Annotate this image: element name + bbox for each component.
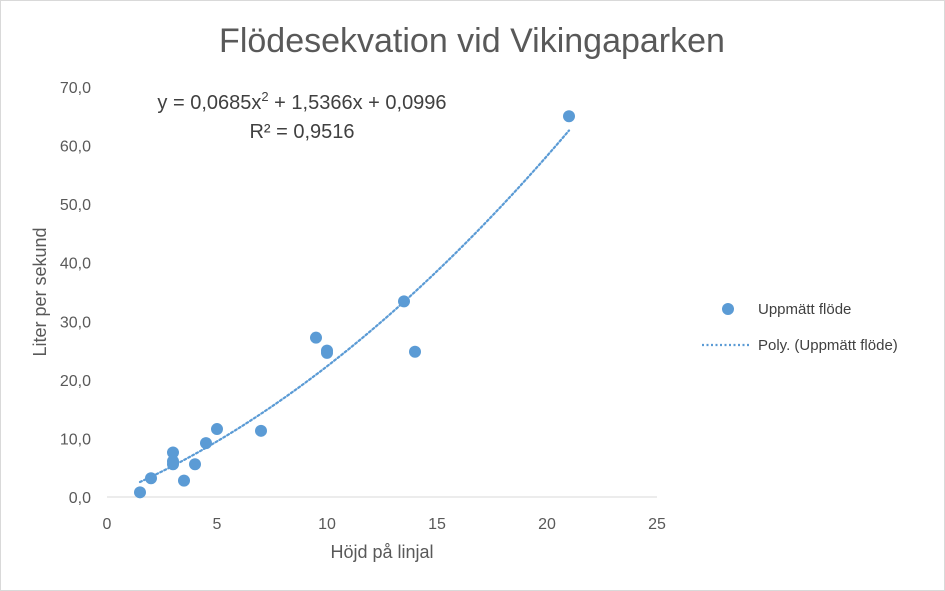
data-point: [211, 423, 223, 436]
chart-title: Flödesekvation vid Vikingaparken: [219, 22, 725, 60]
x-tick-label: 5: [213, 516, 222, 533]
legend-label-trendline: Poly. (Uppmätt flöde): [758, 337, 898, 354]
y-tick-label: 40,0: [60, 256, 91, 273]
y-tick-label: 30,0: [60, 314, 91, 331]
data-point: [200, 437, 212, 450]
legend: Uppmätt flöde Poly. (Uppmätt flöde): [702, 301, 898, 354]
data-point: [321, 346, 333, 359]
data-point: [167, 458, 179, 471]
data-point: [398, 295, 410, 308]
data-point: [563, 110, 575, 123]
trendline-group: [138, 129, 571, 484]
data-point: [310, 331, 322, 344]
x-tick-label: 10: [318, 516, 336, 533]
x-tick-label: 25: [648, 516, 666, 533]
x-tick-label: 20: [538, 516, 556, 533]
legend-marker-scatter: [722, 303, 734, 315]
x-tick-label: 15: [428, 516, 446, 533]
data-point: [255, 424, 267, 437]
equation-suffix: + 1,5366x + 0,0996: [269, 92, 447, 114]
y-tick-label: 10,0: [60, 431, 91, 448]
data-point: [167, 446, 179, 459]
data-point: [134, 486, 146, 499]
data-point: [178, 474, 190, 487]
r-squared-label: R² = 0,9516: [249, 121, 354, 143]
y-tick-label: 70,0: [60, 80, 91, 97]
y-axis-title: Liter per sekund: [30, 227, 50, 356]
data-point: [145, 472, 157, 485]
equation-exponent: 2: [261, 89, 268, 104]
y-tick-label: 0,0: [69, 490, 91, 507]
data-point: [189, 458, 201, 471]
trendline-path: [138, 129, 571, 484]
equation-prefix: y = 0,0685x: [157, 92, 261, 114]
y-tick-label: 60,0: [60, 139, 91, 156]
axes: 0 5 10 15 20 25 0,0 10,0 20,0 30,0 40,0 50,0 60,0 70,…: [60, 80, 666, 533]
legend-label-scatter: Uppmätt flöde: [758, 301, 851, 318]
data-points: [134, 110, 575, 499]
y-tick-label: 20,0: [60, 373, 91, 390]
x-axis-title: Höjd på linjal: [330, 542, 433, 562]
trendline-equation: y = 0,0685x2 + 1,5366x + 0,0996: [157, 89, 446, 114]
data-point: [409, 345, 421, 358]
y-tick-label: 50,0: [60, 197, 91, 214]
x-tick-label: 0: [103, 516, 112, 533]
